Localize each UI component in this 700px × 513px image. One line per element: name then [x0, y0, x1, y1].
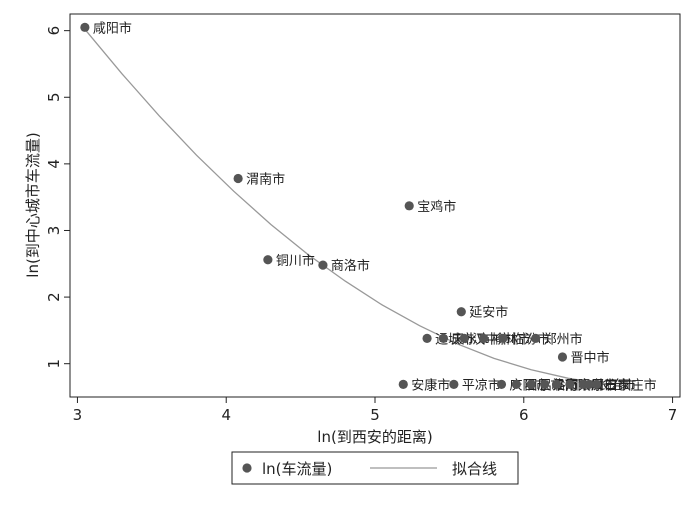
point-label: 周口市: [591, 377, 630, 393]
data-point: [456, 307, 466, 317]
data-point: [479, 333, 489, 343]
point-label: 咸阳市: [93, 20, 132, 36]
point-label: 石家庄市: [605, 377, 657, 393]
x-axis-title: ln(到西安的距离): [317, 428, 432, 446]
x-axis: 3 4 5 6 7: [73, 397, 678, 424]
legend: ln(车流量) 拟合线: [231, 451, 519, 485]
data-point: [496, 379, 507, 389]
plot-frame: [69, 13, 681, 398]
data-point: [404, 201, 414, 211]
data-point: [422, 333, 432, 343]
y-axis-title: ln(到中心城市车流量): [24, 132, 42, 277]
y-tick-label: 2: [45, 292, 63, 302]
x-tick-label: 7: [668, 406, 678, 424]
data-point: [459, 333, 469, 343]
x-tick-label: 6: [519, 406, 529, 424]
x-tick-label: 5: [370, 406, 380, 424]
point-label: 临汾市: [511, 331, 550, 347]
data-point: [540, 379, 550, 389]
point-label: 晋中市: [570, 350, 609, 366]
legend-label-line: 拟合线: [452, 460, 497, 478]
point-label: 长治市: [597, 377, 636, 393]
x-tick-label: 4: [221, 406, 231, 424]
y-tick-label: 5: [45, 92, 63, 102]
data-point: [498, 333, 508, 343]
data-point: [263, 255, 273, 265]
y-tick-label: 6: [45, 26, 63, 36]
point-label: 延安市: [469, 305, 508, 321]
data-point: [438, 333, 449, 343]
data-point: [592, 379, 602, 389]
point-label: 平凉市: [462, 377, 501, 393]
data-point: [557, 352, 568, 362]
data-point: [565, 379, 575, 389]
data-point: [233, 173, 243, 184]
point-label: 郑州市: [544, 331, 583, 347]
x-tick-label: 3: [73, 406, 83, 424]
point-label: 渭南市: [246, 172, 285, 188]
y-tick-label: 1: [45, 359, 63, 369]
legend-label-points: ln(车流量): [262, 460, 332, 478]
data-point: [318, 260, 328, 270]
point-label: 宝鸡市: [417, 199, 456, 215]
data-point: [531, 333, 541, 343]
legend-marker-points: [242, 463, 252, 473]
y-tick-label: 4: [45, 159, 63, 169]
fit-line: [84, 28, 599, 384]
point-label: 商洛市: [331, 258, 370, 274]
legend-box: [231, 451, 519, 485]
data-point: [449, 379, 459, 389]
data-point: [80, 22, 90, 32]
y-tick-label: 3: [45, 226, 63, 236]
data-point: [398, 379, 408, 389]
data-point: [551, 379, 562, 389]
point-label: 安康市: [411, 377, 450, 393]
data-point: [584, 379, 594, 389]
y-axis: 1 2 3 4 5 6: [45, 26, 70, 369]
point-label: 铜川市: [276, 253, 315, 269]
data-point: [511, 379, 521, 389]
data-point: [526, 379, 536, 389]
